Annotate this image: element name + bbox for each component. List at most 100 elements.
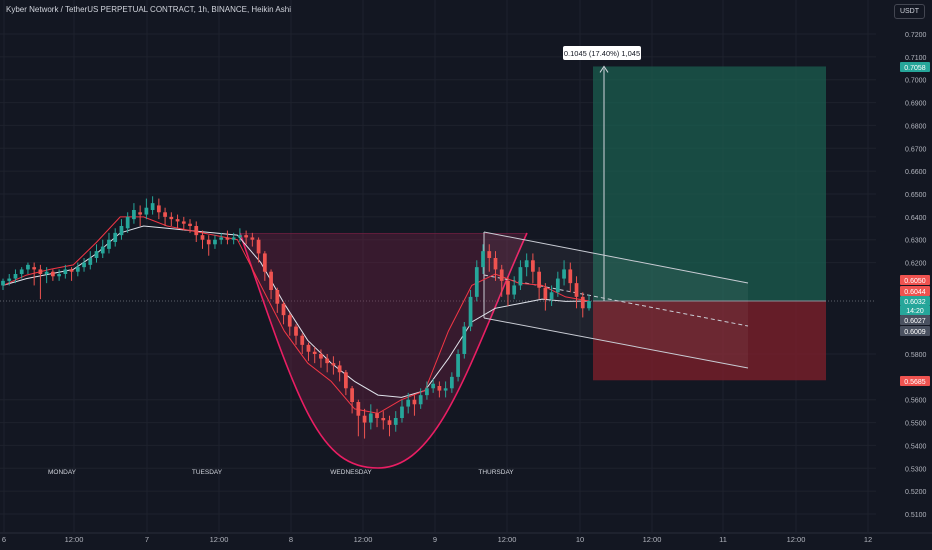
candle[interactable] [474, 267, 479, 297]
candle[interactable] [119, 226, 124, 236]
candle[interactable] [57, 274, 61, 277]
candle[interactable] [181, 221, 186, 224]
ma-slow-line[interactable] [2, 225, 590, 398]
candle[interactable] [587, 300, 591, 309]
candle[interactable] [7, 278, 12, 281]
candle[interactable] [431, 383, 436, 389]
candle[interactable] [568, 269, 573, 284]
target-zone[interactable] [593, 66, 826, 301]
candle[interactable] [555, 278, 560, 293]
candle[interactable] [362, 415, 367, 423]
candle[interactable] [319, 354, 323, 359]
candle[interactable] [219, 237, 224, 240]
candle[interactable] [300, 335, 305, 345]
channel-upper[interactable] [483, 231, 749, 284]
candle[interactable] [156, 205, 161, 213]
candle[interactable] [51, 271, 55, 277]
candle[interactable] [281, 303, 286, 316]
candle[interactable] [294, 326, 298, 336]
candle[interactable] [393, 418, 398, 425]
candle[interactable] [188, 223, 192, 226]
candle[interactable] [562, 269, 566, 279]
candle[interactable] [100, 246, 105, 254]
candle[interactable] [306, 344, 311, 352]
candle[interactable] [468, 296, 473, 327]
candle[interactable] [163, 212, 167, 217]
candle[interactable] [256, 239, 261, 254]
candle[interactable] [375, 413, 379, 418]
candle[interactable] [493, 258, 498, 270]
candle[interactable] [175, 219, 180, 222]
candle[interactable] [238, 235, 242, 238]
candle[interactable] [537, 271, 541, 288]
candle[interactable] [356, 402, 361, 416]
candle[interactable] [462, 326, 467, 354]
candle[interactable] [481, 251, 485, 268]
candle[interactable] [13, 274, 18, 279]
candle[interactable] [132, 210, 136, 220]
candle[interactable] [75, 267, 80, 272]
candle[interactable] [19, 269, 24, 274]
candle[interactable] [456, 354, 460, 377]
candle[interactable] [531, 260, 535, 272]
candle[interactable] [200, 235, 205, 240]
candle[interactable] [425, 388, 429, 396]
candle[interactable] [275, 290, 280, 304]
candle[interactable] [437, 386, 442, 391]
candle[interactable] [88, 258, 93, 265]
candle[interactable] [144, 207, 149, 215]
channel-lower[interactable] [483, 317, 749, 369]
candle[interactable] [418, 395, 423, 405]
candle[interactable] [250, 237, 255, 240]
candle[interactable] [580, 296, 585, 309]
candle[interactable] [512, 285, 517, 295]
candle[interactable] [518, 267, 523, 286]
candle[interactable] [231, 237, 236, 240]
candle[interactable] [350, 388, 354, 402]
candle[interactable] [549, 292, 554, 300]
candle[interactable] [262, 253, 267, 272]
cup-curve[interactable] [239, 232, 528, 469]
ma-fast-line[interactable] [2, 216, 590, 414]
candle[interactable] [387, 420, 392, 425]
candle[interactable] [400, 406, 404, 418]
candle[interactable] [287, 315, 292, 327]
candle[interactable] [406, 399, 411, 407]
candle[interactable] [94, 251, 99, 258]
candle[interactable] [269, 271, 273, 290]
candle[interactable] [82, 262, 86, 268]
candle[interactable] [113, 232, 118, 242]
candle[interactable] [368, 413, 373, 423]
candle[interactable] [543, 287, 548, 300]
candle[interactable] [225, 237, 230, 240]
currency-button[interactable]: USDT [893, 4, 925, 19]
candle[interactable] [63, 269, 68, 274]
candle[interactable] [312, 351, 317, 354]
candle[interactable] [574, 283, 579, 297]
candle[interactable] [150, 203, 155, 210]
candle[interactable] [337, 365, 342, 373]
candle[interactable] [206, 239, 211, 245]
candle[interactable] [344, 372, 348, 389]
candle[interactable] [325, 358, 330, 364]
candle[interactable] [331, 363, 336, 366]
candle[interactable] [524, 260, 529, 268]
candle[interactable] [506, 280, 510, 295]
candle[interactable] [194, 226, 199, 236]
candle[interactable] [443, 388, 448, 391]
candle[interactable] [138, 212, 143, 215]
candle[interactable] [244, 235, 248, 238]
candle[interactable] [499, 269, 504, 281]
candle[interactable] [449, 376, 454, 389]
candle[interactable] [44, 271, 49, 274]
candle[interactable] [107, 239, 111, 249]
candle[interactable] [169, 216, 174, 220]
candle[interactable] [1, 280, 5, 286]
candle[interactable] [125, 216, 130, 229]
stop-zone[interactable] [593, 300, 826, 381]
candle[interactable] [69, 269, 74, 272]
candle[interactable] [26, 264, 30, 270]
candle[interactable] [412, 399, 417, 405]
candle[interactable] [487, 251, 492, 258]
